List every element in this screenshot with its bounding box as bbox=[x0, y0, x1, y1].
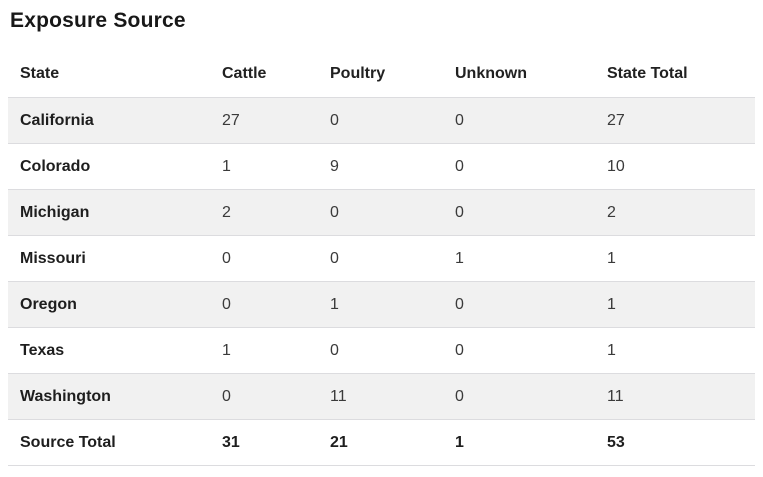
cell-unknown: 1 bbox=[443, 235, 595, 282]
table-row-texas: Texas 1 0 0 1 bbox=[8, 327, 755, 374]
table-row-oregon: Oregon 0 1 0 1 bbox=[8, 281, 755, 328]
cell-poultry: 0 bbox=[318, 327, 443, 374]
cell-unknown: 0 bbox=[443, 281, 595, 328]
cell-unknown: 0 bbox=[443, 143, 595, 190]
cell-cattle: 1 bbox=[210, 143, 318, 190]
cell-state-total: 10 bbox=[595, 143, 755, 190]
table-row-colorado: Colorado 1 9 0 10 bbox=[8, 143, 755, 190]
cell-cattle: 2 bbox=[210, 189, 318, 236]
cell-unknown: 0 bbox=[443, 327, 595, 374]
cell-state: California bbox=[8, 97, 210, 144]
cell-poultry: 0 bbox=[318, 189, 443, 236]
header-cell-unknown: Unknown bbox=[455, 65, 527, 82]
cell-cattle: 0 bbox=[210, 281, 318, 328]
cell-state-total: 1 bbox=[595, 235, 755, 282]
cell-state: Washington bbox=[8, 373, 210, 420]
total-row: Source Total 31 21 1 53 bbox=[8, 419, 755, 466]
cell-state: Missouri bbox=[8, 235, 210, 282]
total-cell-poultry: 21 bbox=[318, 419, 443, 466]
cell-cattle: 0 bbox=[210, 373, 318, 420]
cell-unknown: 0 bbox=[443, 97, 595, 144]
total-cell-state-total: 53 bbox=[595, 419, 755, 466]
total-cell-cattle: 31 bbox=[210, 419, 318, 466]
cell-poultry: 0 bbox=[318, 97, 443, 144]
page-title: Exposure Source bbox=[10, 9, 186, 32]
cell-state: Michigan bbox=[8, 189, 210, 236]
cell-state: Colorado bbox=[8, 143, 210, 190]
cell-state: Texas bbox=[8, 327, 210, 374]
total-cell-unknown: 1 bbox=[443, 419, 595, 466]
cell-unknown: 0 bbox=[443, 373, 595, 420]
table-row-missouri: Missouri 0 0 1 1 bbox=[8, 235, 755, 282]
table-header: State Cattle Poultry Unknown State Total bbox=[8, 57, 755, 98]
header-cell-cattle: Cattle bbox=[222, 65, 267, 82]
cell-state-total: 2 bbox=[595, 189, 755, 236]
cell-poultry: 1 bbox=[318, 281, 443, 328]
exposure-source-table: State Cattle Poultry Unknown State Total Cal… bbox=[8, 57, 755, 466]
cell-unknown: 0 bbox=[443, 189, 595, 236]
cell-state-total: 27 bbox=[595, 97, 755, 144]
cell-cattle: 0 bbox=[210, 235, 318, 282]
table-body: California 27 0 0 27 Colorado 1 9 0 10 Michigan 2 0 0… bbox=[8, 97, 755, 466]
table-row-washington: Washington 0 11 0 11 bbox=[8, 373, 755, 420]
header-cell-state-total: State Total bbox=[607, 65, 688, 82]
header-row: State Cattle Poultry Unknown State Total bbox=[8, 57, 755, 98]
table-row-california: California 27 0 0 27 bbox=[8, 97, 755, 144]
cell-state-total: 1 bbox=[595, 327, 755, 374]
table-row-michigan: Michigan 2 0 0 2 bbox=[8, 189, 755, 236]
cell-cattle: 27 bbox=[210, 97, 318, 144]
cell-state-total: 1 bbox=[595, 281, 755, 328]
cell-state-total: 11 bbox=[595, 373, 755, 420]
cell-state: Oregon bbox=[8, 281, 210, 328]
cell-poultry: 0 bbox=[318, 235, 443, 282]
cell-poultry: 9 bbox=[318, 143, 443, 190]
cell-cattle: 1 bbox=[210, 327, 318, 374]
total-cell-state: Source Total bbox=[8, 419, 210, 466]
cell-poultry: 11 bbox=[318, 373, 443, 420]
header-cell-state: State bbox=[20, 65, 60, 82]
header-cell-poultry: Poultry bbox=[330, 65, 386, 82]
